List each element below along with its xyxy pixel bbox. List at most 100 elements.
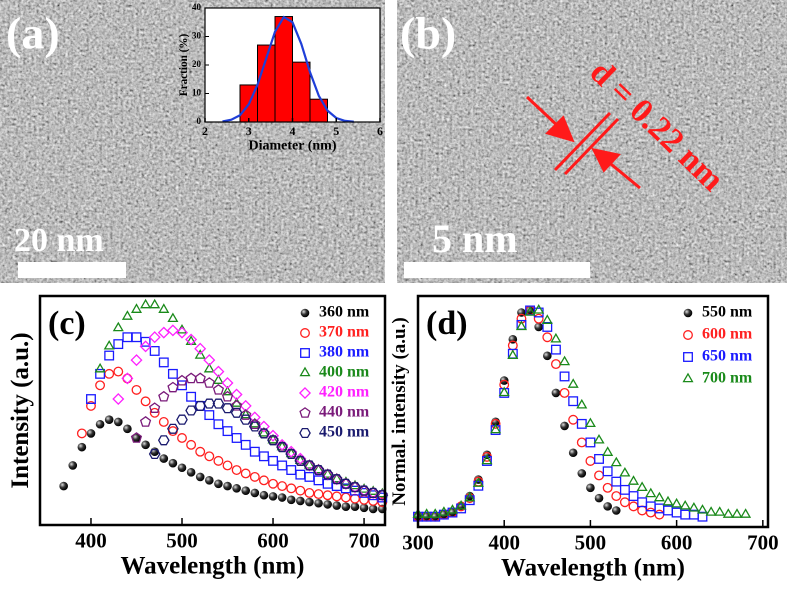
marker [113, 417, 123, 427]
legend-marker [683, 330, 693, 340]
panel-label: (a) [6, 8, 60, 59]
marker [577, 469, 587, 478]
marker [472, 477, 484, 487]
marker [340, 478, 352, 489]
x-tick-label: 600 [661, 531, 693, 555]
marker [249, 471, 260, 482]
marker [560, 421, 569, 431]
marker [132, 433, 141, 443]
legend-label: 370 nm [319, 324, 370, 341]
marker [149, 346, 160, 356]
legend-label: 360 nm [319, 304, 370, 321]
marker [438, 506, 450, 516]
marker [77, 442, 87, 452]
marker [249, 417, 261, 428]
marker [186, 468, 196, 477]
x-axis-label: Diameter (nm) [249, 138, 337, 153]
marker [230, 407, 243, 418]
y-tick-label: 40 [192, 2, 202, 12]
marker [185, 333, 198, 346]
x-tick-label: 400 [75, 529, 107, 553]
marker [303, 460, 316, 471]
marker [285, 448, 298, 460]
marker [714, 506, 726, 516]
marker [258, 428, 270, 439]
marker [203, 398, 216, 409]
marker [498, 386, 510, 397]
marker [222, 426, 233, 437]
marker [321, 469, 334, 480]
fit-line [222, 15, 354, 123]
marker [277, 493, 287, 502]
y-axis-label: Fraction (%) [178, 34, 190, 97]
marker [221, 390, 234, 402]
marker [671, 497, 683, 508]
marker [312, 464, 325, 476]
marker [267, 435, 279, 446]
marker [603, 502, 612, 511]
marker [103, 340, 115, 350]
legend-marker [299, 427, 311, 439]
marker [212, 383, 225, 395]
bar [292, 61, 311, 123]
marker [140, 396, 151, 407]
legend-marker [683, 308, 693, 318]
marker [330, 474, 343, 485]
legend-marker [300, 348, 310, 358]
marker [268, 492, 278, 501]
marker [167, 312, 179, 323]
marker [341, 502, 351, 511]
marker [312, 463, 325, 474]
marker [446, 504, 459, 514]
marker [149, 407, 160, 418]
marker [231, 399, 243, 411]
marker [619, 484, 630, 495]
plot-frame [38, 294, 387, 527]
scale-bar [18, 262, 126, 278]
marker [112, 392, 125, 406]
marker [740, 508, 752, 518]
marker [68, 461, 78, 470]
marker [158, 417, 169, 427]
marker [86, 400, 96, 411]
marker [121, 372, 134, 385]
marker [204, 410, 215, 421]
marker [94, 362, 106, 373]
marker [350, 502, 360, 511]
marker [421, 508, 433, 518]
marker [59, 481, 68, 491]
marker [231, 465, 242, 475]
x-tick-label: 4 [290, 124, 296, 138]
marker [331, 472, 343, 483]
marker [349, 482, 361, 493]
marker [464, 491, 476, 502]
y-tick-label: 20 [192, 59, 202, 69]
marker [139, 415, 152, 427]
marker [158, 390, 170, 402]
x-tick-label: 600 [257, 529, 289, 553]
x-tick-label: 500 [166, 529, 198, 553]
marker [542, 321, 553, 332]
marker [611, 506, 621, 515]
marker [112, 321, 124, 332]
x-tick-label: 500 [575, 531, 607, 555]
marker [176, 414, 188, 425]
marker [140, 336, 151, 347]
marker [636, 481, 648, 492]
marker [203, 377, 215, 388]
tem-image-b [397, 0, 787, 283]
marker [543, 351, 552, 361]
marker [515, 320, 528, 331]
marker [332, 501, 342, 510]
marker [195, 472, 205, 482]
y-tick-label: 10 [192, 88, 202, 98]
marker [148, 331, 161, 344]
marker [175, 326, 189, 339]
panel-label: (c) [48, 305, 86, 342]
marker [159, 454, 169, 463]
marker [113, 366, 124, 377]
marker [619, 467, 631, 477]
marker [186, 439, 197, 450]
legend-label: 380 nm [319, 344, 370, 361]
marker [95, 368, 106, 379]
